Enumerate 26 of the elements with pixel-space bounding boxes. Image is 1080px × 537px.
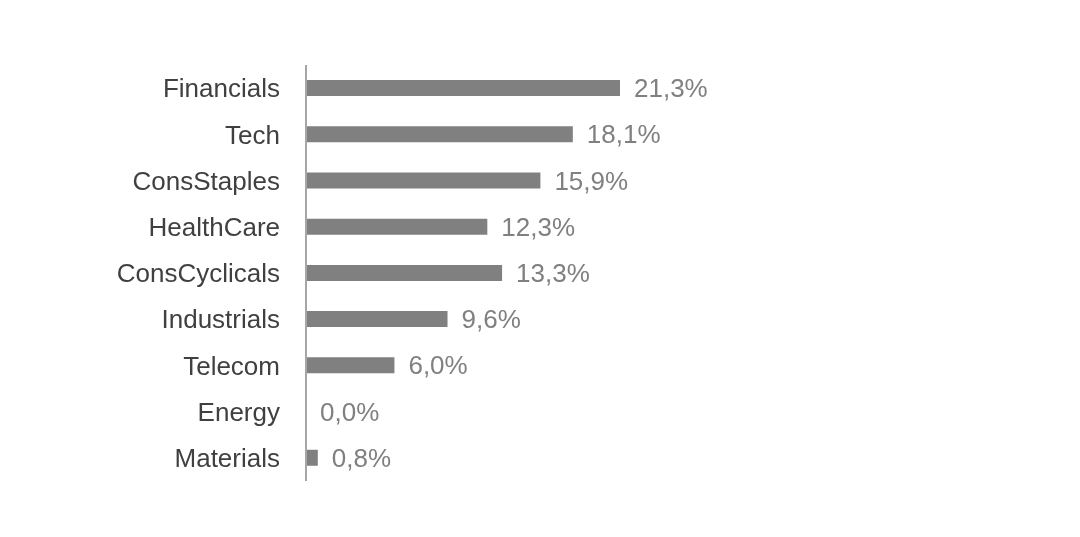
y-tick-label: HealthCare — [148, 212, 280, 243]
data-label: 0,0% — [320, 396, 380, 427]
bar — [306, 126, 573, 143]
bar — [306, 357, 395, 374]
bar — [306, 218, 488, 235]
data-label: 21,3% — [634, 73, 708, 104]
bar — [306, 80, 620, 96]
bar — [306, 449, 318, 466]
y-tick-label: Energy — [197, 396, 280, 427]
data-label: 15,9% — [554, 165, 629, 196]
data-label: 0,8% — [331, 442, 392, 473]
y-tick-label: Tech — [225, 119, 280, 150]
bar — [306, 311, 448, 328]
data-label: 18,1% — [586, 119, 661, 150]
y-tick-label: Industrials — [161, 304, 280, 335]
y-tick-label: ConsCyclicals — [116, 258, 280, 289]
data-label: 13,3% — [516, 258, 590, 288]
data-label: 6,0% — [408, 350, 468, 381]
y-tick-label: Financials — [162, 73, 280, 104]
bar — [306, 264, 503, 281]
bar — [306, 172, 541, 189]
data-label: 12,3% — [501, 211, 576, 242]
data-label: 9,6% — [461, 304, 521, 335]
y-tick-label: ConsStaples — [132, 165, 280, 196]
y-tick-label: Materials — [174, 443, 280, 474]
y-tick-label: Telecom — [183, 350, 280, 381]
